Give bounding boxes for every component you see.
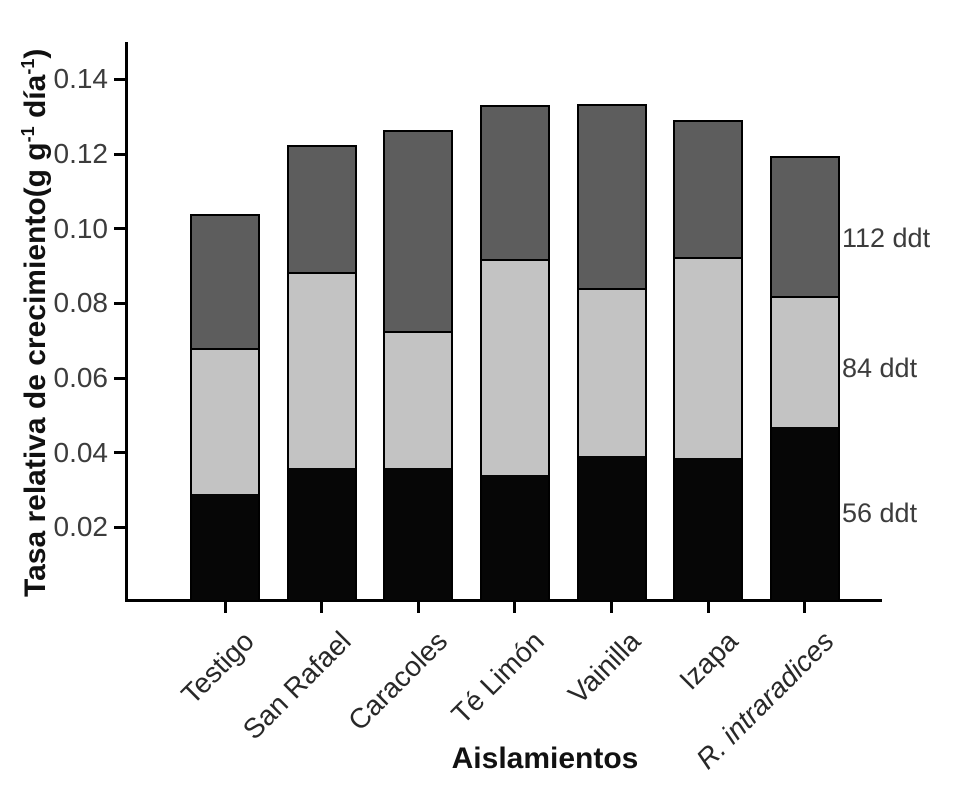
bar-san-rafael-segment-84-ddt (288, 271, 355, 468)
y-axis-tick-label: 0.12 (53, 138, 109, 169)
y-axis-line (125, 42, 128, 602)
bar-vainilla-segment-84-ddt (578, 288, 645, 457)
bar-san-rafael-segment-112-ddt (288, 146, 355, 272)
y-axis-tick-label: 0.02 (53, 511, 109, 543)
bar-izapa (673, 120, 744, 602)
bar-caracoles-segment-84-ddt (385, 331, 452, 468)
y-axis-tick (114, 301, 125, 305)
bar-t-lim-n-segment-112-ddt (481, 107, 548, 259)
y-axis-tick (114, 451, 125, 455)
bar-t-lim-n (479, 105, 550, 602)
bar-izapa-segment-84-ddt (675, 256, 742, 459)
x-category-label-caracoles: Caracoles (342, 625, 454, 737)
bar-r-intraradices (769, 155, 840, 602)
series-label-84-ddt: 84 ddt (842, 352, 918, 383)
y-axis-tick-label: 0.04 (53, 436, 109, 468)
x-axis-tick (610, 602, 614, 613)
bar-vainilla-segment-56-ddt (578, 456, 645, 600)
x-axis-tick (513, 602, 517, 613)
x-axis-tick (803, 602, 807, 613)
bar-caracoles-segment-56-ddt (385, 467, 452, 600)
x-axis-title: Aislamientos (451, 742, 639, 775)
y-axis-tick (114, 152, 125, 156)
bar-r-intraradices-segment-84-ddt (771, 295, 838, 427)
bar-testigo-segment-112-ddt (192, 215, 258, 349)
bar-r-intraradices-segment-56-ddt (771, 426, 838, 600)
x-category-label-t-lim-n: Té Limón (445, 625, 551, 730)
x-axis-tick (223, 602, 227, 613)
bar-vainilla (576, 103, 647, 602)
y-axis-title: Tasa relativa de crecimiento(g g-1 día-1… (18, 48, 52, 597)
y-axis-tick-label: 0.10 (53, 212, 109, 244)
bar-t-lim-n-segment-84-ddt (481, 258, 548, 476)
bar-t-lim-n-segment-56-ddt (481, 475, 548, 600)
bar-vainilla-segment-112-ddt (578, 105, 645, 289)
bar-testigo-segment-84-ddt (192, 348, 258, 494)
y-axis-tick-label: 0.06 (53, 362, 109, 393)
x-axis-tick (320, 602, 324, 613)
y-axis-tick-label: 0.14 (53, 63, 109, 95)
bar-san-rafael (286, 144, 357, 602)
y-axis-tick (114, 376, 125, 380)
bars-area (128, 42, 882, 602)
x-category-label-testigo: Testigo (175, 625, 261, 710)
y-axis-tick-label: 0.08 (53, 287, 109, 319)
bar-testigo (190, 213, 260, 602)
bar-r-intraradices-segment-112-ddt (771, 157, 838, 296)
bar-izapa-segment-112-ddt (675, 122, 742, 257)
x-axis-tick (416, 602, 420, 613)
x-axis-tick (706, 602, 710, 613)
series-label-112-ddt: 112 ddt (842, 223, 931, 253)
bar-izapa-segment-56-ddt (675, 458, 742, 600)
y-axis-tick (114, 77, 125, 81)
bar-caracoles (383, 129, 454, 602)
y-axis-tick (114, 525, 125, 529)
y-axis-tick (114, 227, 125, 231)
series-label-56-ddt: 56 ddt (842, 498, 918, 529)
x-category-label-vainilla: Vainilla (562, 625, 647, 710)
bar-san-rafael-segment-56-ddt (288, 467, 355, 600)
x-category-label-izapa: Izapa (673, 625, 744, 696)
bar-caracoles-segment-112-ddt (385, 131, 452, 332)
bar-testigo-segment-56-ddt (192, 493, 258, 600)
